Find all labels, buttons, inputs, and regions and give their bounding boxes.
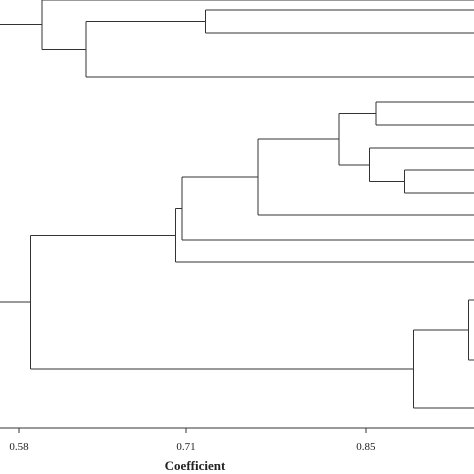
x-tick-label-1: 0.71 <box>176 441 195 453</box>
x-axis-title: Coefficient <box>165 458 226 473</box>
dendrogram-branches <box>0 0 474 409</box>
x-axis-ticks: 0.58 0.71 0.85 <box>9 428 376 453</box>
x-tick-label-0: 0.58 <box>9 441 29 453</box>
x-tick-label-2: 0.85 <box>356 441 376 453</box>
